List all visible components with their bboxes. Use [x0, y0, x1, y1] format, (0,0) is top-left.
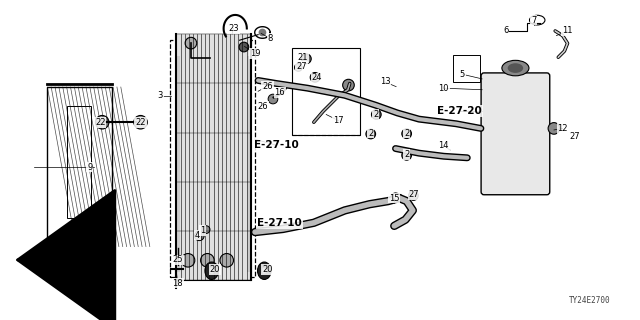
Bar: [177, 35, 251, 280]
Text: 24: 24: [312, 74, 322, 83]
Text: E-27-20: E-27-20: [437, 106, 482, 116]
Text: 27: 27: [570, 132, 580, 141]
Ellipse shape: [209, 268, 214, 274]
Text: 2: 2: [373, 110, 378, 119]
Circle shape: [294, 64, 302, 71]
Text: FR.: FR.: [56, 254, 77, 264]
Ellipse shape: [262, 268, 267, 274]
Text: 3: 3: [157, 92, 163, 100]
Text: 2: 2: [404, 129, 409, 138]
Ellipse shape: [502, 60, 529, 76]
Text: 26: 26: [262, 82, 273, 91]
Ellipse shape: [508, 63, 523, 73]
Circle shape: [99, 119, 105, 125]
Text: 11: 11: [563, 27, 573, 36]
Circle shape: [366, 129, 376, 139]
Text: 21: 21: [298, 53, 308, 62]
Circle shape: [371, 110, 381, 119]
Circle shape: [408, 191, 419, 200]
Text: 25: 25: [172, 255, 183, 264]
Text: 15: 15: [389, 194, 399, 203]
Circle shape: [239, 42, 249, 52]
Text: 7: 7: [531, 16, 536, 25]
Bar: [247, 56, 251, 272]
Bar: [292, 48, 360, 135]
Circle shape: [181, 253, 195, 267]
Circle shape: [548, 123, 560, 134]
Text: E-27-10: E-27-10: [254, 140, 299, 150]
Bar: [453, 55, 480, 82]
Bar: [177, 258, 251, 280]
Circle shape: [134, 116, 147, 129]
Circle shape: [185, 37, 196, 49]
Text: 5: 5: [460, 70, 465, 79]
Circle shape: [259, 28, 266, 36]
Text: 1: 1: [200, 226, 205, 235]
Ellipse shape: [257, 262, 271, 279]
Bar: [170, 40, 255, 277]
Circle shape: [220, 253, 234, 267]
Circle shape: [200, 253, 214, 267]
Text: 22: 22: [95, 118, 106, 127]
Text: 13: 13: [380, 77, 390, 86]
Text: E-27-10: E-27-10: [257, 218, 302, 228]
Text: 27: 27: [409, 190, 419, 199]
Circle shape: [195, 231, 204, 241]
Circle shape: [342, 79, 355, 91]
Text: 14: 14: [438, 141, 449, 150]
Text: 16: 16: [275, 88, 285, 97]
Text: 23: 23: [228, 24, 239, 33]
Text: 20: 20: [262, 265, 273, 274]
Text: 12: 12: [557, 124, 568, 133]
FancyBboxPatch shape: [481, 73, 550, 195]
Text: TY24E2700: TY24E2700: [569, 296, 611, 305]
Ellipse shape: [205, 262, 218, 279]
Circle shape: [402, 150, 412, 160]
Text: 22: 22: [135, 118, 146, 127]
Circle shape: [202, 226, 210, 234]
Circle shape: [138, 119, 143, 125]
Circle shape: [301, 54, 311, 64]
Text: 4: 4: [195, 231, 200, 240]
Circle shape: [310, 73, 320, 82]
Text: 10: 10: [438, 84, 449, 93]
Text: 9: 9: [87, 163, 92, 172]
Bar: [177, 56, 180, 272]
Text: 8: 8: [268, 34, 273, 43]
Text: 20: 20: [209, 265, 220, 274]
Text: 17: 17: [333, 116, 344, 125]
Bar: [67, 106, 91, 218]
Text: 6: 6: [503, 27, 508, 36]
Text: 18: 18: [172, 279, 183, 288]
Circle shape: [402, 129, 412, 139]
Text: 26: 26: [258, 102, 268, 111]
Text: 19: 19: [250, 49, 260, 58]
Text: 27: 27: [296, 62, 307, 71]
Circle shape: [268, 94, 278, 104]
Bar: [177, 35, 251, 56]
Text: 2: 2: [404, 150, 409, 159]
Circle shape: [95, 116, 109, 129]
Text: 2: 2: [368, 129, 373, 138]
Bar: [47, 87, 112, 247]
